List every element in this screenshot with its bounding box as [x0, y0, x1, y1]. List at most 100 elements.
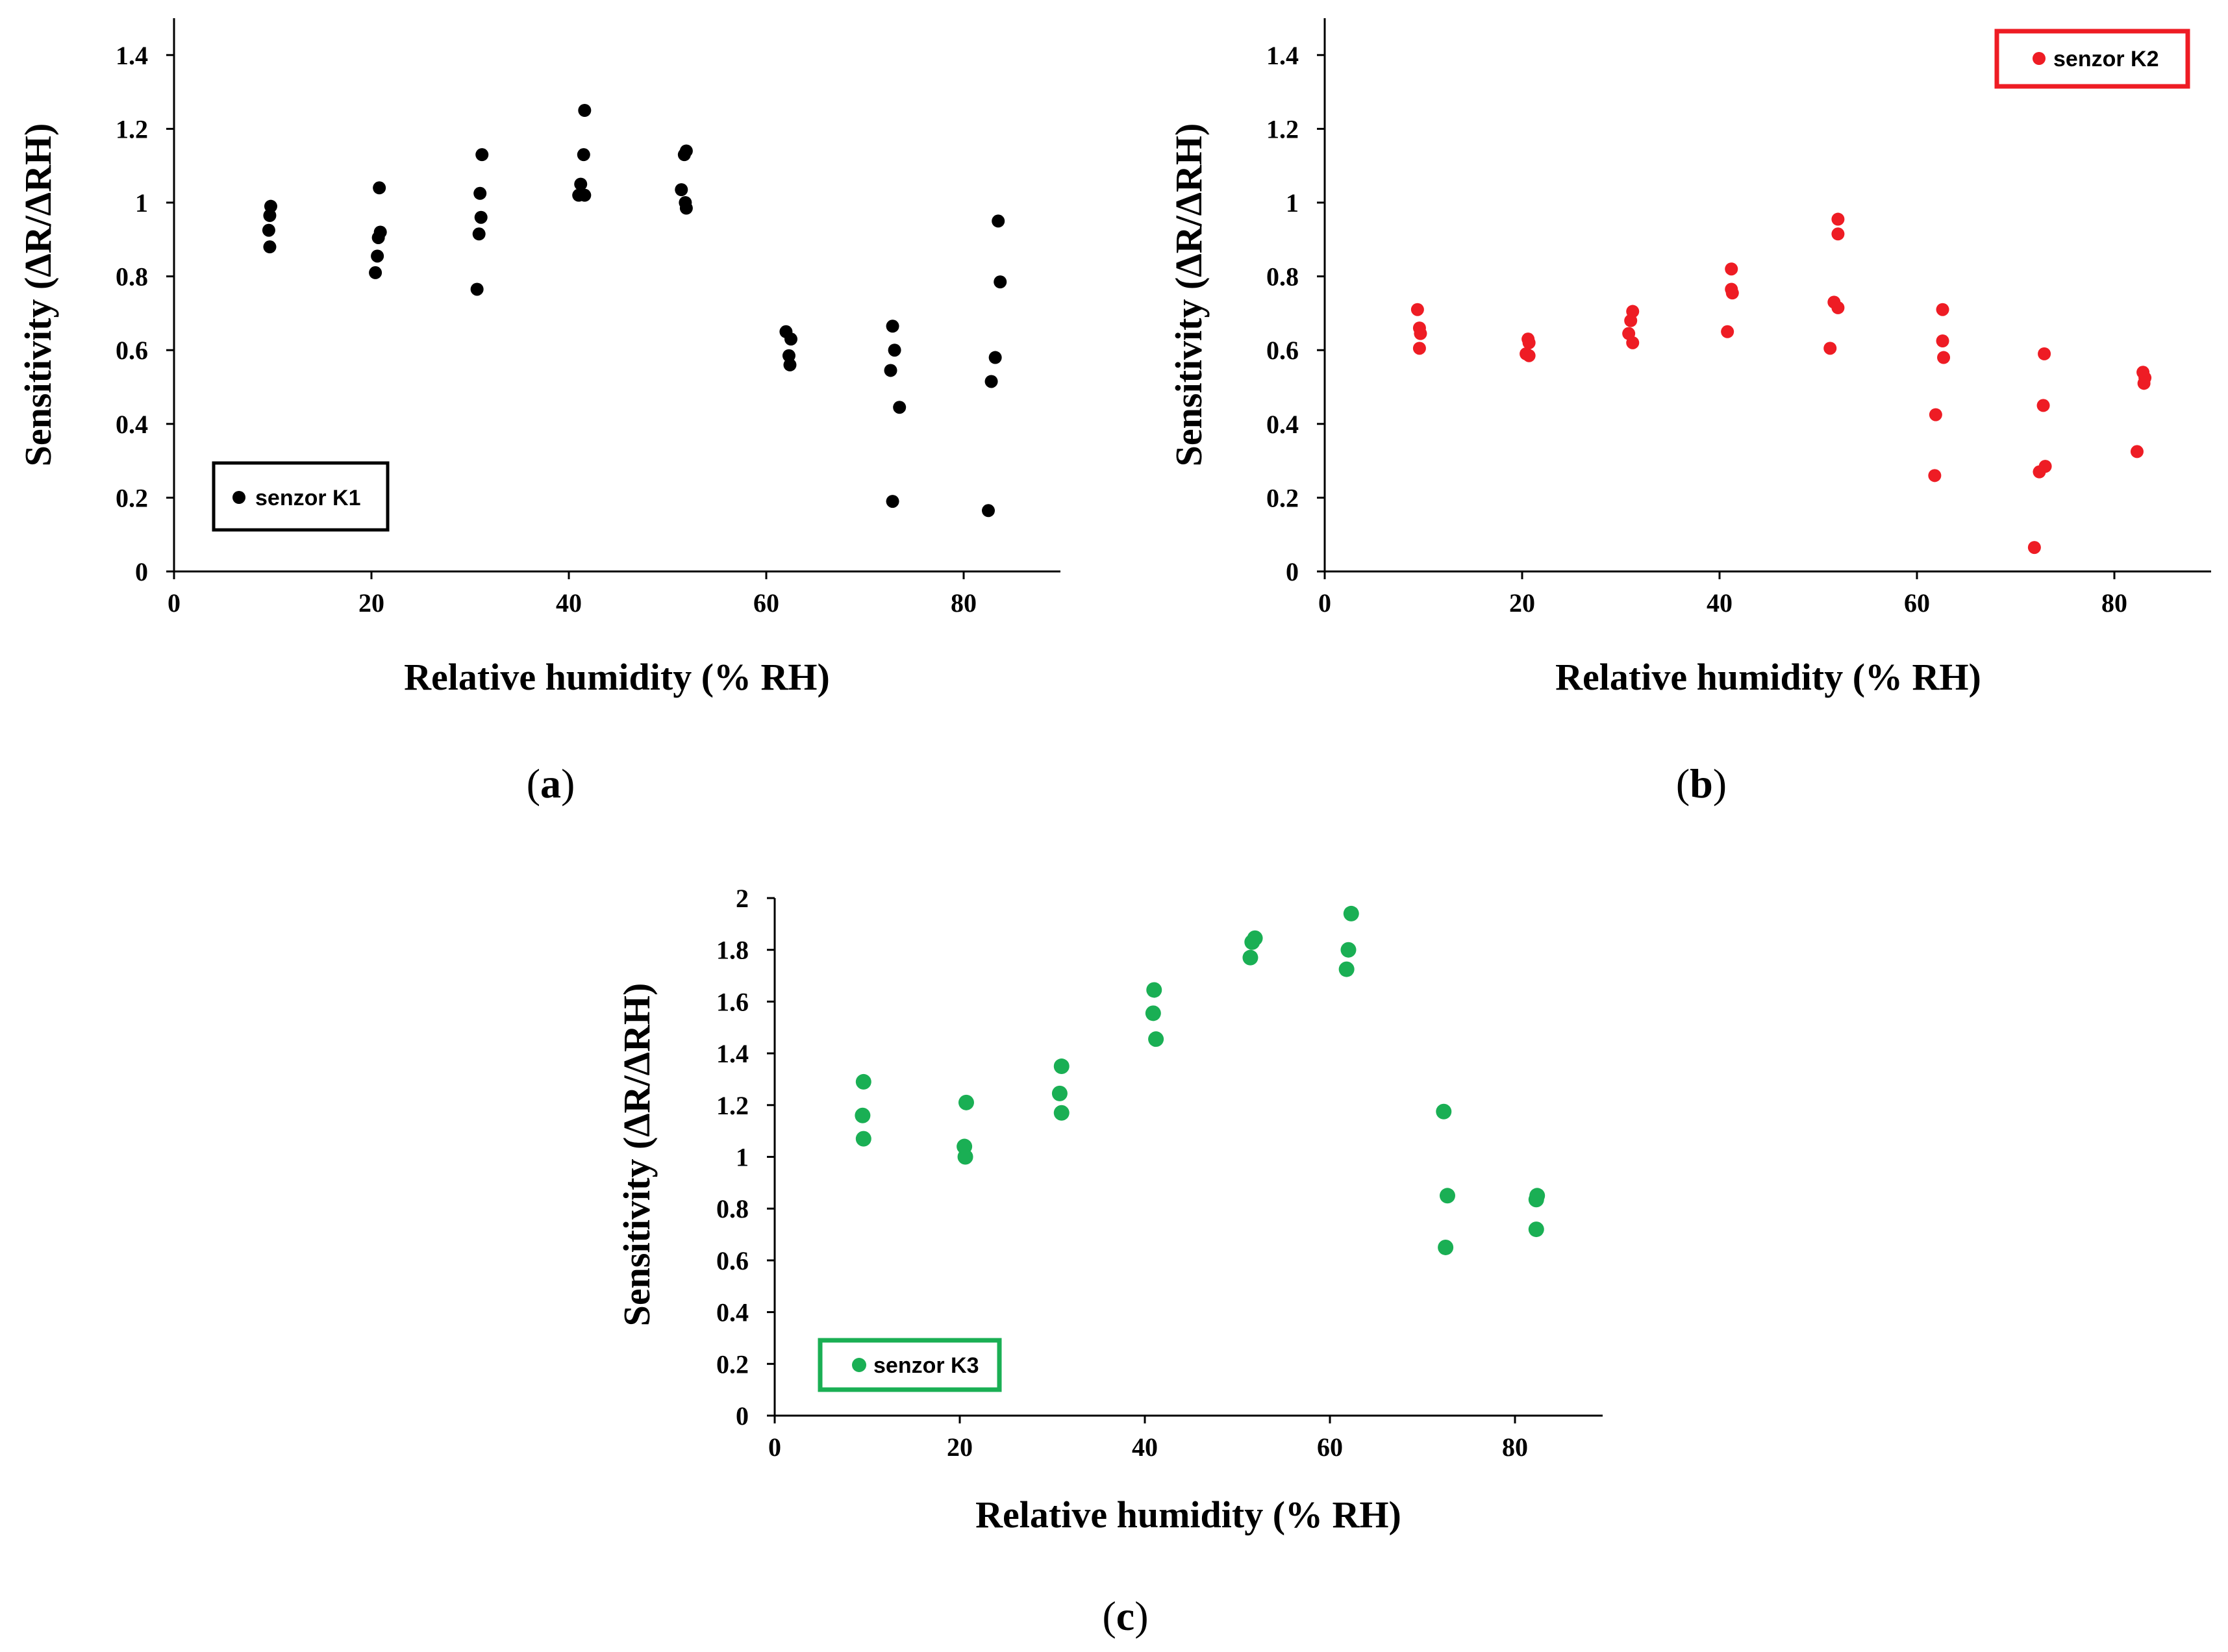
legend-label: senzor K3	[873, 1353, 979, 1378]
data-point	[373, 181, 386, 195]
data-point	[1242, 949, 1258, 966]
x-axis-title: Relative humidity (% RH)	[404, 656, 830, 698]
data-point	[855, 1073, 871, 1090]
data-point	[1522, 349, 1536, 362]
y-axis-title: Sensitivity (ΔR/ΔRH)	[616, 983, 658, 1327]
data-point	[1145, 1005, 1161, 1021]
data-point	[1929, 408, 1942, 421]
data-point	[888, 344, 901, 357]
x-tick-label: 0	[168, 588, 181, 618]
data-point	[675, 183, 688, 197]
panel-label: (b)	[1676, 760, 1727, 807]
data-point-group	[1410, 212, 2152, 555]
x-tick-label: 80	[2101, 588, 2127, 618]
data-point	[473, 186, 487, 200]
x-tick-label: 40	[556, 588, 582, 618]
y-axis-title: Sensitivity (ΔR/ΔRH)	[17, 123, 59, 467]
y-tick-label: 0.6	[716, 1246, 749, 1275]
data-point	[1414, 327, 1427, 340]
data-point	[262, 223, 275, 237]
data-point	[578, 104, 592, 117]
data-point	[1412, 342, 1426, 355]
data-point	[369, 266, 382, 279]
y-tick-group: 0 0.2 0.4 0.6 0.8 1 1.2 1.4	[1266, 41, 1325, 586]
data-point	[1831, 212, 1845, 226]
y-tick-label: 0	[135, 557, 148, 586]
data-point	[886, 319, 899, 333]
data-point	[1936, 303, 1949, 316]
y-tick-label: 0.8	[716, 1194, 749, 1223]
data-point	[371, 249, 384, 263]
data-point	[1937, 351, 1951, 364]
data-point	[994, 275, 1007, 289]
y-tick-label: 1.2	[716, 1091, 749, 1120]
data-point	[371, 231, 385, 244]
data-point	[1725, 262, 1738, 276]
legend-marker	[852, 1358, 866, 1372]
y-tick-label: 0.2	[116, 483, 148, 512]
x-tick-group: 0 20 40 60 80	[768, 1416, 1528, 1462]
data-point	[2038, 347, 2051, 360]
data-point	[1928, 469, 1942, 482]
data-point	[1051, 1085, 1068, 1101]
data-point	[783, 358, 797, 371]
data-point	[1053, 1105, 1070, 1121]
y-tick-label: 0	[736, 1401, 749, 1431]
data-point	[957, 1149, 973, 1165]
data-point	[1053, 1058, 1070, 1075]
data-point	[992, 214, 1005, 228]
data-point	[2036, 399, 2050, 412]
chart-panel-b: 0 0.2 0.4 0.6 0.8 1 1.2 1.4 0 20 40 60 80 Relative …	[1168, 18, 2211, 807]
data-point	[982, 504, 995, 518]
x-tick-label: 80	[1502, 1433, 1528, 1462]
y-tick-label: 0.4	[116, 410, 148, 439]
data-point	[2027, 541, 2041, 555]
x-tick-label: 20	[947, 1433, 973, 1462]
data-point	[263, 208, 277, 222]
data-point	[1936, 334, 1949, 347]
x-tick-group: 0 20 40 60 80	[1318, 571, 2127, 618]
x-tick-label: 40	[1132, 1433, 1158, 1462]
data-point	[1721, 325, 1734, 338]
y-tick-label: 1.4	[716, 1039, 749, 1068]
y-tick-label: 0.8	[1266, 262, 1299, 292]
data-point	[893, 401, 907, 414]
data-point	[1831, 301, 1845, 314]
data-point	[1528, 1221, 1544, 1238]
x-axis-title: Relative humidity (% RH)	[1555, 656, 1981, 698]
panel-label: (a)	[527, 760, 575, 807]
data-point	[784, 332, 797, 346]
data-point	[679, 201, 693, 215]
data-point	[1438, 1239, 1454, 1255]
x-tick-label: 0	[768, 1433, 781, 1462]
x-tick-label: 20	[358, 588, 384, 618]
data-point-group	[262, 104, 1007, 518]
x-axis-title: Relative humidity (% RH)	[975, 1494, 1401, 1536]
y-tick-group: 0 0.2 0.4 0.6 0.8 1 1.2 1.4	[116, 41, 174, 586]
data-point	[1340, 942, 1357, 958]
data-point	[677, 148, 691, 162]
data-point	[1148, 1031, 1164, 1047]
x-tick-group: 0 20 40 60 80	[168, 571, 977, 618]
data-point	[984, 375, 998, 388]
legend: senzor K1	[212, 461, 390, 532]
y-tick-label: 0.8	[116, 262, 148, 292]
data-point	[884, 364, 897, 377]
data-point	[2033, 465, 2046, 479]
data-point	[1244, 934, 1260, 950]
y-tick-label: 0.4	[1266, 410, 1299, 439]
data-point	[2130, 445, 2144, 458]
data-point	[1528, 1192, 1544, 1208]
data-point	[958, 1094, 974, 1110]
y-tick-label: 1.2	[116, 114, 148, 144]
y-tick-label: 0.6	[1266, 336, 1299, 365]
data-point	[578, 188, 592, 202]
data-point	[475, 148, 489, 162]
data-point	[1410, 303, 1424, 316]
x-tick-label: 60	[1317, 1433, 1343, 1462]
data-point	[1343, 905, 1359, 921]
data-point	[577, 148, 590, 162]
x-tick-label: 60	[1904, 588, 1930, 618]
legend-marker	[232, 491, 245, 504]
